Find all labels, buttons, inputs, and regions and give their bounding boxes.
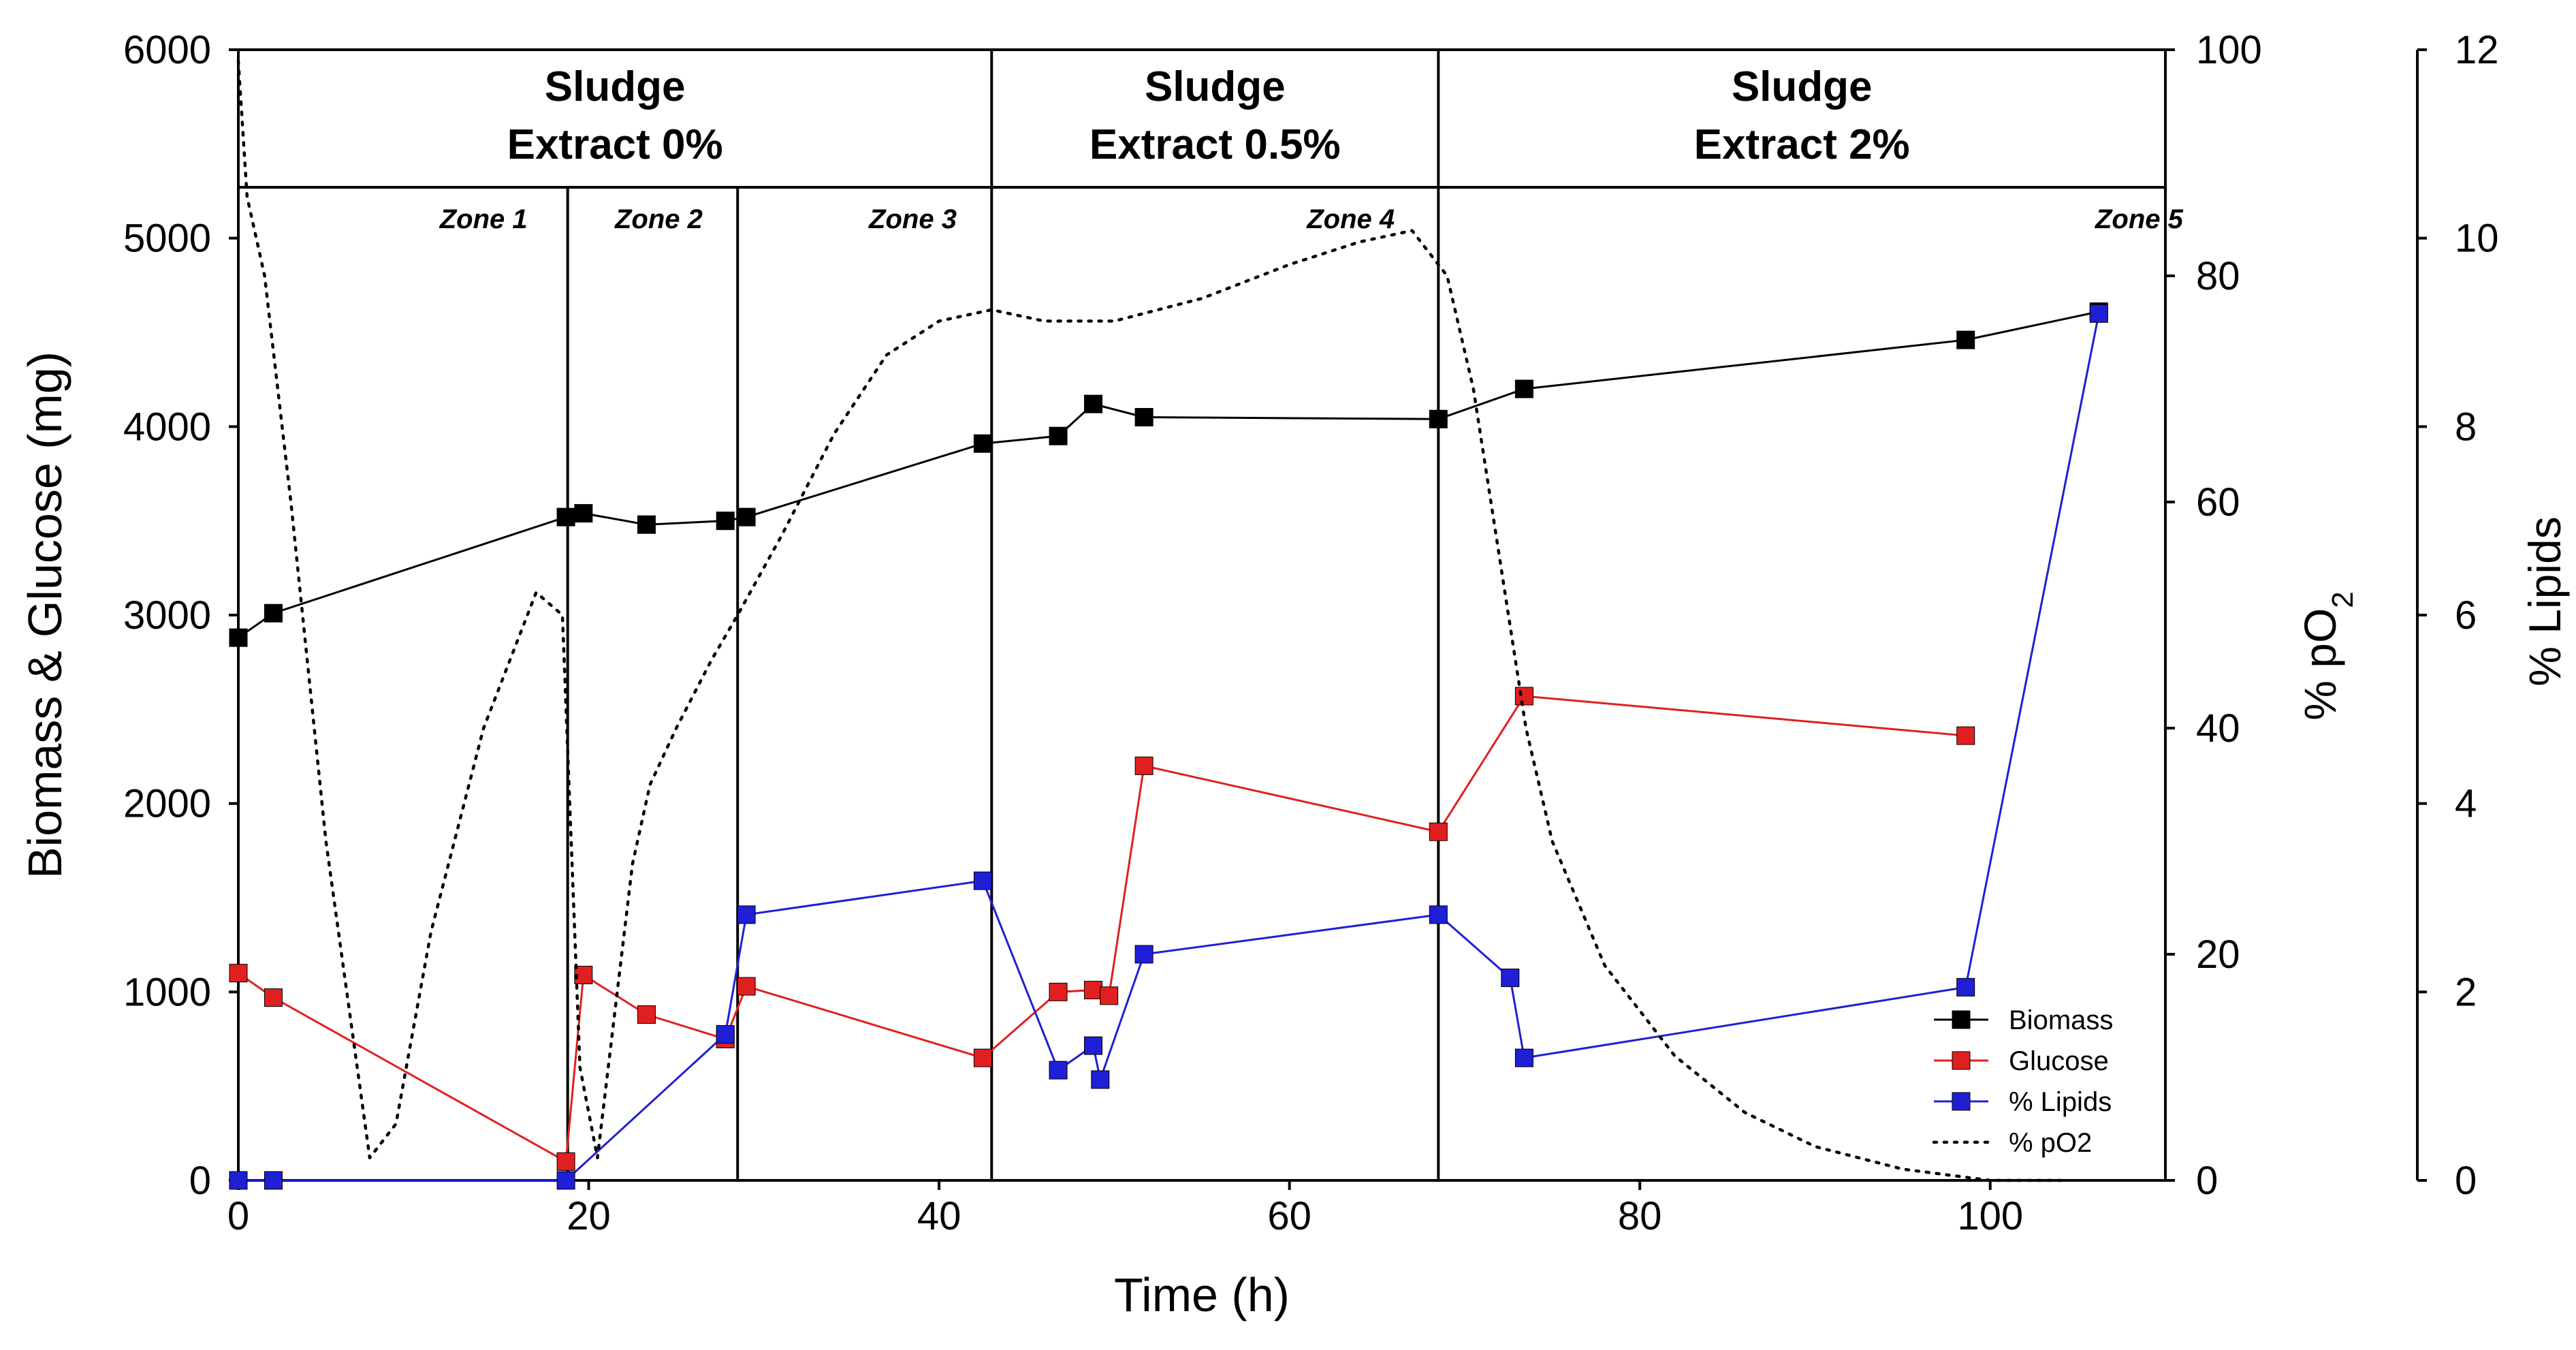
legend-label-biomass: Biomass: [2009, 1005, 2113, 1035]
right2-tick-label: 12: [2455, 28, 2499, 72]
x-tick-label: 60: [1267, 1194, 1311, 1238]
point-glucose: [973, 1048, 992, 1067]
right1-axis-title-base: % pO: [2295, 608, 2345, 721]
point-biomass: [1429, 409, 1448, 428]
left-tick-label: 2000: [123, 782, 211, 826]
legend-marker-lipids: [1952, 1092, 1971, 1111]
legend-label-glucose: Glucose: [2009, 1046, 2109, 1076]
right1-tick-label: 60: [2196, 480, 2240, 524]
phase-label-line1: Sludge: [1145, 63, 1286, 110]
x-tick-label: 40: [917, 1194, 961, 1238]
x-tick-label: 0: [227, 1194, 249, 1238]
left-tick-label: 5000: [123, 217, 211, 261]
right1-axis-title-subscript: 2: [2326, 591, 2359, 608]
point-lipids: [737, 905, 756, 924]
point-biomass: [973, 434, 992, 453]
point-glucose: [1100, 986, 1119, 1005]
point-lipids: [1091, 1070, 1110, 1089]
phase-label-line2: Extract 2%: [1694, 121, 1910, 168]
zone-label: Zone 5: [2095, 204, 2184, 234]
right2-tick-label: 6: [2455, 593, 2477, 638]
legend-label-lipids: % Lipids: [2009, 1087, 2112, 1117]
point-biomass: [574, 504, 593, 523]
point-biomass: [1956, 330, 1975, 349]
point-glucose: [574, 965, 593, 984]
zone-label: Zone 1: [439, 204, 528, 234]
point-biomass: [229, 628, 248, 647]
legend-marker-glucose: [1952, 1051, 1971, 1070]
point-lipids: [1083, 1036, 1102, 1055]
right2-tick-label: 10: [2455, 217, 2499, 261]
left-axis-title: Biomass & Glucose (mg): [18, 351, 71, 879]
point-lipids: [1956, 977, 1975, 996]
phase-label-line1: Sludge: [1732, 63, 1873, 110]
legend-marker-biomass: [1952, 1010, 1971, 1029]
right1-tick-label: 40: [2196, 706, 2240, 751]
right1-axis-title: % pO2: [2295, 591, 2359, 721]
right2-axis-title: % Lipids: [2519, 516, 2570, 686]
point-glucose: [637, 1005, 656, 1024]
x-tick-label: 20: [567, 1194, 611, 1238]
point-lipids: [2089, 304, 2108, 323]
right1-tick-label: 80: [2196, 254, 2240, 298]
point-glucose: [1049, 982, 1068, 1001]
point-lipids: [973, 871, 992, 890]
point-biomass: [637, 515, 656, 534]
point-lipids: [556, 1171, 575, 1190]
point-biomass: [1134, 408, 1154, 426]
left-tick-label: 1000: [123, 970, 211, 1014]
right2-tick-label: 0: [2455, 1159, 2477, 1203]
point-biomass: [716, 512, 735, 531]
point-biomass: [264, 603, 283, 623]
right1-tick-label: 20: [2196, 932, 2240, 977]
point-biomass: [737, 507, 756, 527]
right2-tick-label: 2: [2455, 970, 2477, 1014]
point-glucose: [556, 1152, 575, 1171]
left-tick-label: 4000: [123, 405, 211, 449]
point-glucose: [264, 988, 283, 1007]
series-line-po2: [236, 59, 2062, 1182]
zone-label: Zone 3: [868, 204, 957, 234]
point-glucose: [1083, 981, 1102, 1000]
point-glucose: [229, 964, 248, 983]
point-glucose: [737, 977, 756, 996]
point-lipids: [1514, 1048, 1533, 1067]
point-biomass: [1083, 394, 1102, 413]
x-axis-title: Time (h): [1114, 1268, 1290, 1321]
point-glucose: [1956, 726, 1975, 745]
point-lipids: [229, 1171, 248, 1190]
point-biomass: [556, 507, 575, 527]
zone-label: Zone 4: [1306, 204, 1395, 234]
right2-tick-label: 8: [2455, 405, 2477, 449]
x-tick-label: 100: [1957, 1194, 2023, 1238]
point-biomass: [1049, 426, 1068, 445]
point-lipids: [1429, 905, 1448, 924]
left-tick-label: 0: [189, 1159, 211, 1203]
phase-label-line2: Extract 0.5%: [1090, 121, 1341, 168]
zone-label: Zone 2: [614, 204, 703, 234]
point-lipids: [716, 1025, 735, 1044]
point-biomass: [1514, 379, 1533, 398]
phase-label-line1: Sludge: [545, 63, 686, 110]
point-glucose: [1514, 687, 1533, 706]
x-tick-label: 80: [1618, 1194, 1662, 1238]
right1-tick-label: 0: [2196, 1159, 2218, 1203]
right1-tick-label: 100: [2196, 28, 2262, 72]
phase-label-line2: Extract 0%: [507, 121, 723, 168]
left-tick-label: 3000: [123, 593, 211, 638]
left-tick-label: 6000: [123, 28, 211, 72]
point-glucose: [1134, 756, 1154, 775]
point-lipids: [1049, 1061, 1068, 1080]
right2-tick-label: 4: [2455, 782, 2477, 826]
point-lipids: [264, 1171, 283, 1190]
point-glucose: [1429, 822, 1448, 841]
legend-label-po2: % pO2: [2009, 1128, 2092, 1158]
point-lipids: [1501, 969, 1520, 988]
point-lipids: [1134, 945, 1154, 964]
